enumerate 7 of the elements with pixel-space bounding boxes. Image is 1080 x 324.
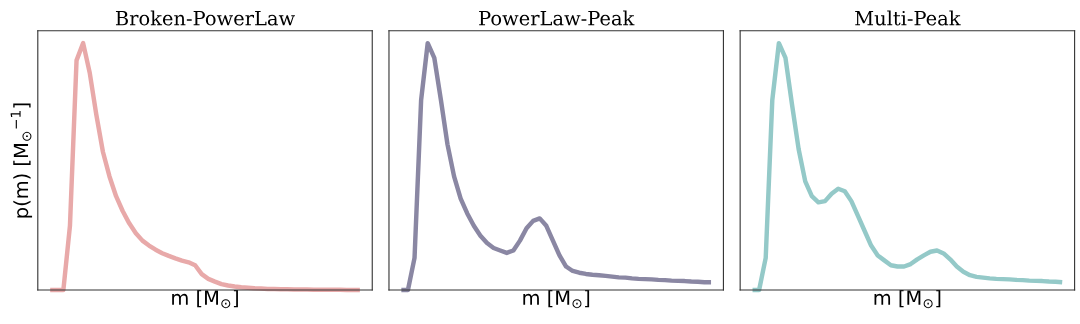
x-axis-title: m [M$_{⊙}$] — [523, 289, 590, 309]
chart-title: PowerLaw-Peak — [479, 10, 635, 26]
chart-title: Broken-PowerLaw — [115, 10, 295, 26]
x-axis-title: m [M$_{⊙}$] — [172, 289, 238, 309]
y-axis-title: p(m) [M$_{⊙}$$^{−1}$] — [10, 103, 33, 218]
chart-title: Multi-Peak — [855, 10, 961, 26]
x-axis-title: m [M$_{⊙}$] — [874, 289, 941, 309]
